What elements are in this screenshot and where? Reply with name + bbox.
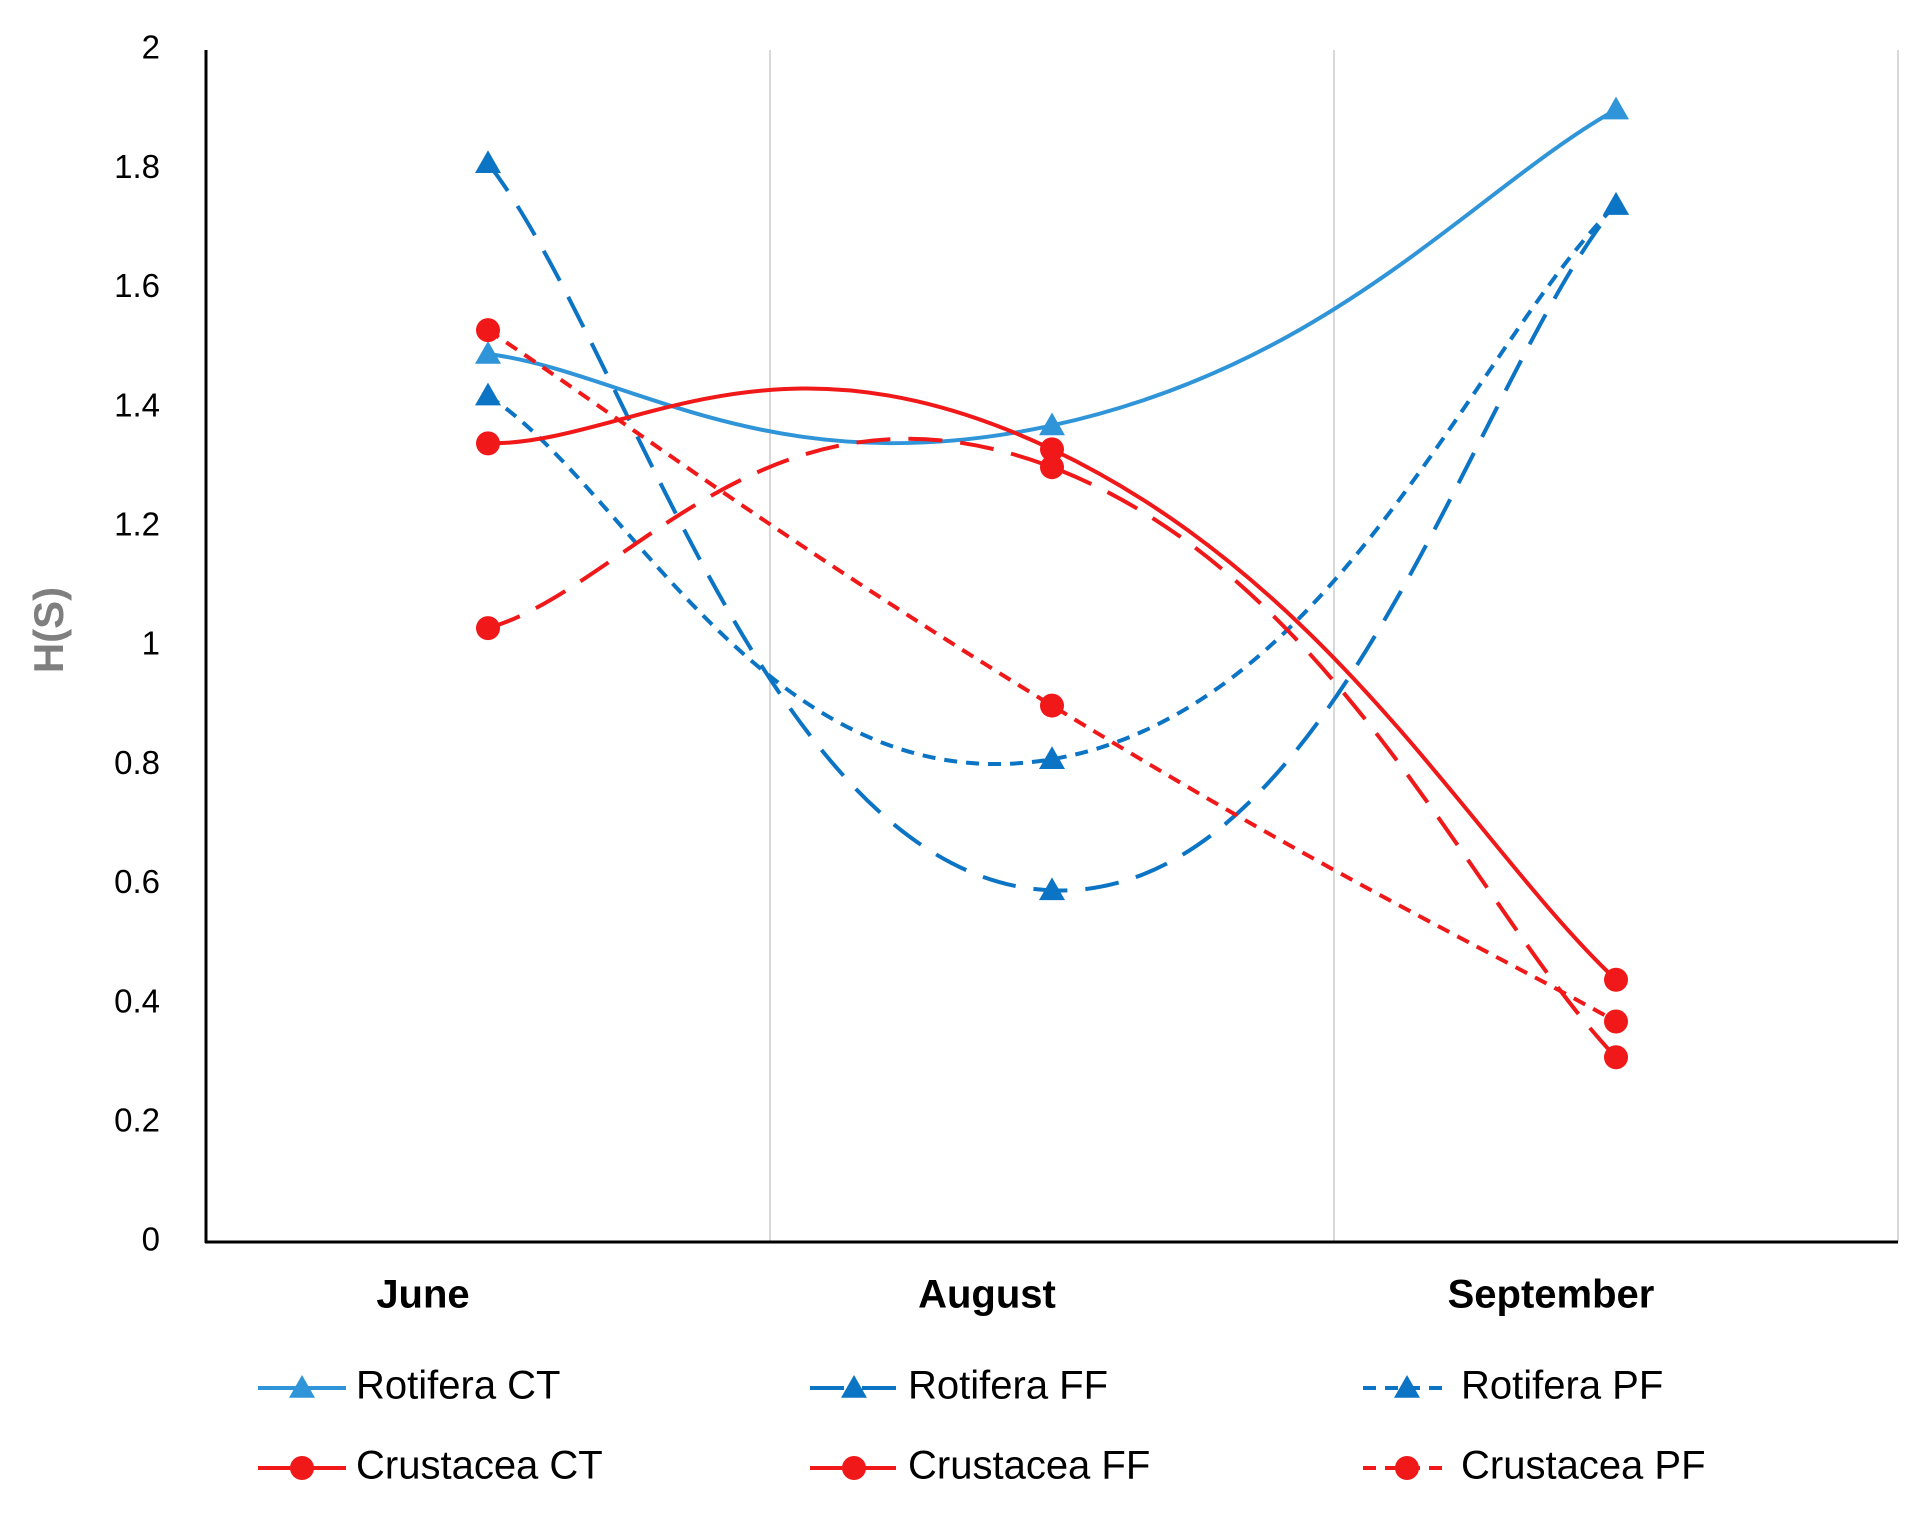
legend-label: Crustacea CT — [356, 1444, 603, 1488]
y-tick-label: 0 — [142, 1221, 160, 1258]
data-point-rotifera-ff — [1039, 877, 1065, 901]
series-line-rotifera-pf — [486, 203, 1618, 767]
y-tick-label: 1.8 — [114, 148, 160, 185]
legend-swatch-marker — [290, 1456, 314, 1480]
y-tick-label: 1 — [142, 625, 160, 662]
x-tick-labels: June August September — [376, 1273, 1654, 1317]
x-tick-label: June — [376, 1273, 469, 1317]
data-point-rotifera-pf — [1039, 746, 1065, 769]
data-point-crustacea-ff — [1604, 1045, 1628, 1070]
y-axis-label: H(S) — [25, 587, 72, 673]
legend: Rotifera CT Rotifera FF Rotifera PF Crustac… — [258, 1364, 1706, 1488]
series-markers — [475, 96, 1629, 1070]
y-tick-label: 1.6 — [114, 267, 160, 304]
data-point-crustacea-ff — [476, 616, 500, 641]
legend-item-crustacea-pf: Crustacea PF — [1363, 1444, 1706, 1488]
legend-swatch-marker — [289, 1375, 315, 1398]
x-tick-label: August — [918, 1273, 1056, 1317]
data-point-rotifera-ct — [475, 340, 501, 364]
legend-swatch-marker — [842, 1456, 866, 1480]
legend-label: Rotifera FF — [908, 1364, 1108, 1408]
data-point-rotifera-ff — [475, 150, 501, 173]
x-tick-label: September — [1448, 1273, 1655, 1317]
gridlines — [769, 50, 1899, 1242]
y-tick-label: 2 — [142, 29, 160, 66]
data-point-crustacea-pf — [476, 318, 500, 343]
data-point-crustacea-pf — [1040, 693, 1064, 718]
y-tick-label: 1.2 — [114, 506, 160, 543]
data-point-rotifera-ct — [1039, 412, 1065, 436]
data-point-crustacea-pf — [1604, 1009, 1628, 1034]
series-line-rotifera-ct — [487, 107, 1617, 446]
y-tick-label: 0.4 — [114, 982, 160, 1019]
data-point-rotifera-pf — [475, 382, 501, 406]
data-point-crustacea-ff — [1040, 455, 1064, 480]
data-point-crustacea-ct — [1040, 437, 1064, 462]
legend-item-crustacea-ct: Crustacea CT — [258, 1444, 603, 1488]
y-tick-label: 0.6 — [114, 863, 160, 900]
data-point-crustacea-ct — [476, 431, 500, 456]
series-lines — [486, 107, 1618, 1059]
series-line-crustacea-ct — [487, 386, 1618, 982]
y-tick-labels: 0 0.2 0.4 0.6 0.8 1 1.2 1.4 1.6 1.8 2 — [114, 29, 160, 1258]
data-point-rotifera-pf — [1603, 191, 1629, 215]
legend-item-rotifera-pf: Rotifera PF — [1363, 1364, 1663, 1408]
axes — [204, 50, 1898, 1244]
legend-label: Crustacea FF — [908, 1444, 1150, 1488]
legend-swatch-marker — [841, 1375, 867, 1398]
y-tick-label: 0.8 — [114, 744, 160, 781]
legend-swatch-marker — [1394, 1375, 1420, 1398]
series-line-crustacea-ff — [487, 436, 1618, 1059]
legend-item-crustacea-ff: Crustacea FF — [810, 1444, 1150, 1488]
series-line-rotifera-ff — [486, 162, 1618, 893]
y-tick-label: 1.4 — [114, 386, 160, 423]
legend-swatch-marker — [1395, 1456, 1419, 1480]
data-point-rotifera-ct — [1603, 96, 1629, 120]
y-tick-label: 0.2 — [114, 1102, 160, 1139]
legend-label: Crustacea PF — [1461, 1444, 1706, 1488]
legend-item-rotifera-ct: Rotifera CT — [258, 1364, 561, 1408]
legend-label: Rotifera PF — [1461, 1364, 1663, 1408]
legend-label: Rotifera CT — [356, 1364, 561, 1408]
legend-item-rotifera-ff: Rotifera FF — [810, 1364, 1108, 1408]
data-point-crustacea-ct — [1604, 967, 1628, 992]
